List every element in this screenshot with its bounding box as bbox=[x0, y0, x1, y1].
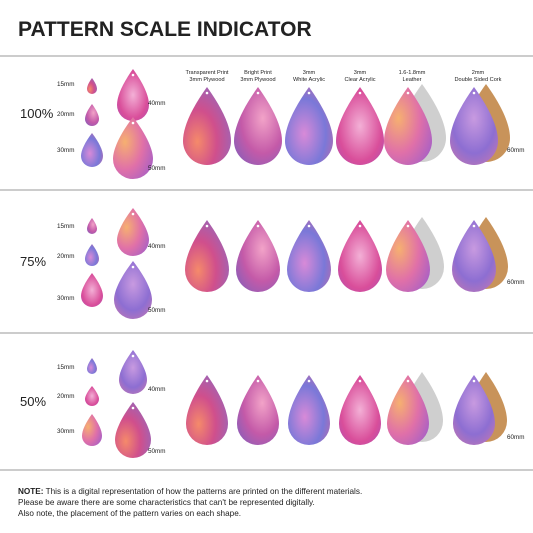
size-label: 15mm bbox=[57, 81, 75, 88]
size-label: 60mm bbox=[507, 279, 525, 286]
teardrop bbox=[85, 244, 99, 266]
material-label: Leather bbox=[403, 77, 422, 83]
teardrop bbox=[288, 375, 330, 445]
hole bbox=[256, 224, 260, 228]
size-label: 30mm bbox=[57, 147, 75, 154]
teardrop bbox=[387, 375, 429, 445]
hole bbox=[131, 406, 135, 410]
material-label: 3mm bbox=[303, 70, 316, 76]
teardrop bbox=[234, 87, 282, 165]
note-label: NOTE: bbox=[18, 487, 43, 496]
teardrop bbox=[336, 87, 384, 165]
teardrop bbox=[117, 208, 149, 256]
scale-label: 50% bbox=[20, 394, 46, 409]
teardrop bbox=[87, 358, 97, 374]
teardrop bbox=[82, 414, 102, 446]
size-label: 60mm bbox=[507, 147, 525, 154]
hole bbox=[205, 91, 209, 95]
hole bbox=[205, 379, 209, 383]
hole bbox=[256, 379, 260, 383]
hole bbox=[131, 265, 135, 269]
material-label: 2mm bbox=[472, 70, 485, 76]
hole bbox=[307, 379, 311, 383]
teardrop bbox=[81, 273, 103, 307]
teardrop bbox=[85, 104, 99, 126]
hole bbox=[307, 91, 311, 95]
teardrop bbox=[114, 261, 152, 319]
size-label: 50mm bbox=[148, 307, 166, 314]
teardrop bbox=[119, 350, 147, 394]
note-line: Also note, the placement of the pattern … bbox=[18, 509, 241, 518]
material-label: 3mm Plywood bbox=[189, 77, 224, 83]
hole bbox=[358, 91, 362, 95]
size-label: 15mm bbox=[57, 223, 75, 230]
note-line: Please be aware there are some character… bbox=[18, 498, 315, 507]
teardrop bbox=[386, 220, 430, 292]
teardrop bbox=[236, 220, 280, 292]
hole bbox=[472, 224, 476, 228]
teardrop bbox=[117, 69, 149, 121]
teardrop bbox=[237, 375, 279, 445]
size-label: 40mm bbox=[148, 386, 166, 393]
hole bbox=[256, 91, 260, 95]
material-label: White Acrylic bbox=[293, 77, 325, 83]
hole bbox=[131, 354, 135, 358]
size-label: 20mm bbox=[57, 393, 75, 400]
size-label: 50mm bbox=[148, 448, 166, 455]
hole bbox=[358, 224, 362, 228]
teardrop bbox=[339, 375, 381, 445]
material-label: Clear Acrylic bbox=[344, 77, 375, 83]
size-label: 40mm bbox=[148, 100, 166, 107]
title: PATTERN SCALE INDICATOR bbox=[18, 18, 312, 41]
material-label: Transparent Print bbox=[185, 70, 228, 76]
scale-label: 75% bbox=[20, 254, 46, 269]
size-label: 30mm bbox=[57, 428, 75, 435]
hole bbox=[358, 379, 362, 383]
material-label: Bright Print bbox=[244, 70, 272, 76]
teardrop bbox=[450, 87, 498, 165]
material-label: Double Sided Cork bbox=[455, 77, 502, 83]
teardrop bbox=[285, 87, 333, 165]
teardrop bbox=[115, 402, 151, 458]
teardrop bbox=[87, 218, 97, 234]
teardrop bbox=[185, 220, 229, 292]
size-label: 30mm bbox=[57, 295, 75, 302]
hole bbox=[205, 224, 209, 228]
hole bbox=[406, 224, 410, 228]
size-label: 60mm bbox=[507, 434, 525, 441]
teardrop bbox=[453, 375, 495, 445]
teardrop bbox=[186, 375, 228, 445]
hole bbox=[406, 379, 410, 383]
hole bbox=[131, 212, 135, 216]
teardrop bbox=[85, 386, 99, 406]
teardrop bbox=[113, 117, 153, 179]
size-label: 40mm bbox=[148, 243, 166, 250]
teardrop bbox=[81, 133, 103, 167]
hole bbox=[472, 379, 476, 383]
hole bbox=[406, 91, 410, 95]
teardrop bbox=[452, 220, 496, 292]
hole bbox=[131, 73, 135, 77]
hole bbox=[307, 224, 311, 228]
note-line: NOTE: This is a digital representation o… bbox=[18, 487, 362, 496]
note-text: This is a digital representation of how … bbox=[46, 487, 363, 496]
teardrop bbox=[338, 220, 382, 292]
size-label: 20mm bbox=[57, 111, 75, 118]
size-label: 20mm bbox=[57, 253, 75, 260]
size-label: 15mm bbox=[57, 364, 75, 371]
material-label: 1.6-1.8mm bbox=[399, 70, 426, 76]
teardrop bbox=[183, 87, 231, 165]
material-label: 3mm bbox=[354, 70, 367, 76]
teardrop bbox=[87, 78, 97, 94]
teardrop bbox=[287, 220, 331, 292]
material-label: 3mm Plywood bbox=[240, 77, 275, 83]
teardrop bbox=[384, 87, 432, 165]
scale-label: 100% bbox=[20, 106, 54, 121]
size-label: 50mm bbox=[148, 165, 166, 172]
hole bbox=[131, 121, 135, 125]
hole bbox=[472, 91, 476, 95]
